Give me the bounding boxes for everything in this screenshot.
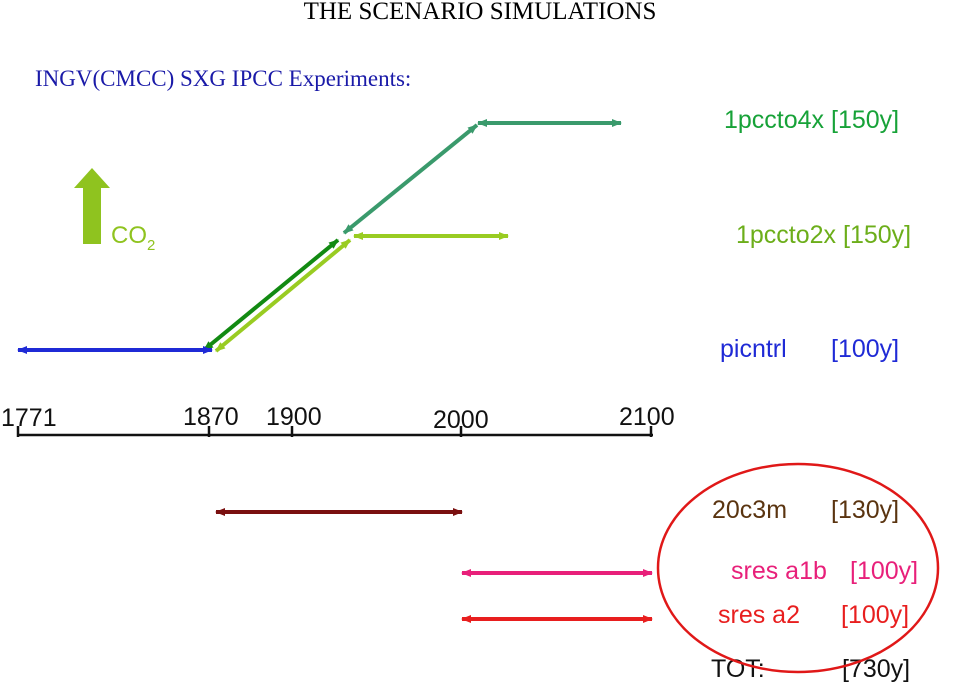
co2-subscript: 2 [147,237,156,254]
total-label: TOT: [711,655,765,683]
highlight-circle [656,462,940,674]
exp-20c3m-duration: [130y] [831,496,900,524]
timeline-axis [16,426,653,437]
page-title: THE SCENARIO SIMULATIONS [303,0,657,25]
exp-1pccto2x-name: 1pccto2x [736,221,837,249]
co2-label: CO2 [111,222,155,254]
exp-1pccto4x-ramp-arrow [342,123,479,235]
exp-picntrl-name: picntrl [720,335,787,363]
total-value: [730y] [842,655,911,683]
exp-sres-a2-name: sres a2 [718,601,800,629]
exp-1pccto2x-ramp-arrow [214,238,352,353]
exp-sres-a2-duration: [100y] [841,601,910,629]
tick-label-1771: 1771 [1,404,57,432]
tick-label-1870: 1870 [183,403,239,431]
exp-20c3m-name: 20c3m [712,496,788,524]
co2-main: CO [111,222,147,249]
exp-1pccto4x-duration: [150y] [831,106,900,134]
exp-sres-a1b-duration: [100y] [850,557,919,585]
exp-sres-a1b-name: sres a1b [731,557,827,585]
experiments-subtitle: INGV(CMCC) SXG IPCC Experiments: [35,66,412,91]
exp-1pccto4x-label: 1pccto4x [150y] [724,106,899,135]
tick-label-1900: 1900 [266,403,322,431]
exp-picntrl-duration: [100y] [831,335,900,363]
exp-1pccto4x-name: 1pccto4x [724,106,825,134]
ramp-dark-green-arrow [202,238,340,352]
exp-1pccto2x-duration: [150y] [843,221,912,249]
exp-1pccto2x-label: 1pccto2x [150y] [736,221,911,250]
tick-label-2100: 2100 [619,403,675,431]
